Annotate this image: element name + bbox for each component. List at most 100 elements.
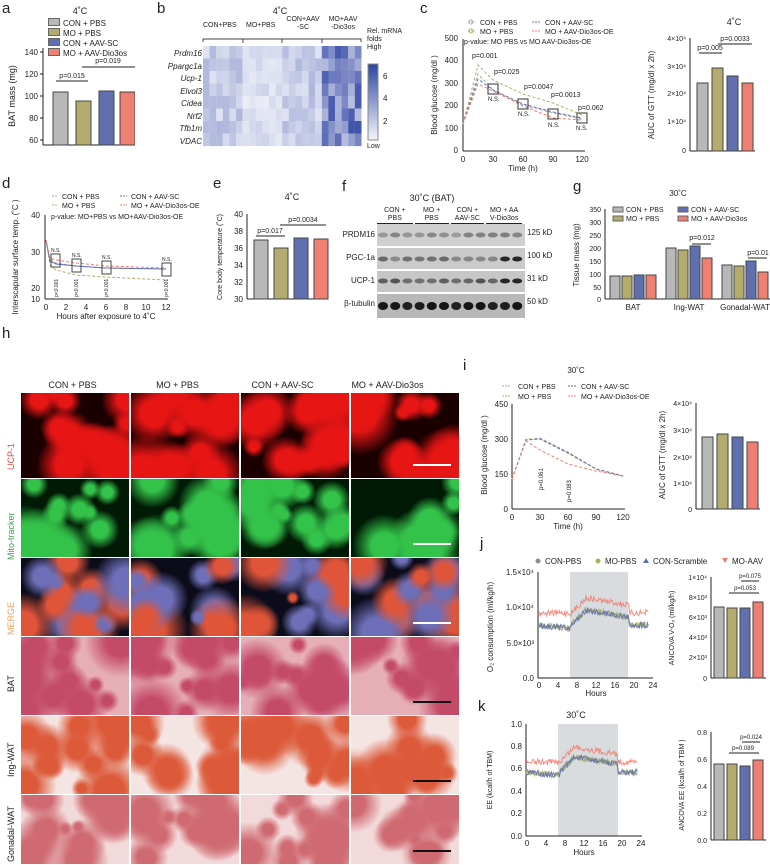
legend-swatch [48, 28, 60, 36]
svg-text:2: 2 [64, 303, 69, 312]
svg-text:24: 24 [649, 681, 658, 690]
scale-bar [413, 543, 451, 545]
svg-text:p=0.024: p=0.024 [740, 735, 763, 741]
svg-text:Hours: Hours [573, 848, 594, 857]
svg-text:0: 0 [682, 148, 686, 155]
svg-text:2×10³: 2×10³ [689, 655, 708, 662]
svg-text:N.S.: N.S. [162, 257, 172, 263]
col-line: CON + [384, 207, 406, 214]
svg-text:20: 20 [31, 284, 40, 293]
scale-bar [413, 701, 451, 703]
western-kd-labels: 125 kD 100 kD 31 kD 50 kD [527, 229, 552, 321]
svg-text:300: 300 [589, 220, 601, 227]
col-line: AAV-SC [454, 215, 480, 222]
svg-text:60: 60 [564, 513, 573, 522]
svg-text:90: 90 [592, 513, 601, 522]
svg-text:0.6: 0.6 [511, 764, 523, 773]
histology-image-bat-he [240, 636, 350, 716]
svg-text:CON + PBS: CON + PBS [626, 207, 664, 214]
svg-text:N.S.: N.S. [548, 123, 560, 129]
svg-text:12: 12 [162, 303, 171, 312]
svg-text:p=0.015: p=0.015 [59, 73, 85, 80]
histology-image-bat-he [350, 636, 460, 716]
svg-text:Blood glucose (mg/dl ): Blood glucose (mg/dl ) [430, 55, 439, 135]
svg-text:4˚C: 4˚C [285, 192, 300, 202]
panel-label-b: b [157, 0, 166, 17]
histology-row-label: BAT [6, 675, 16, 692]
svg-text:36: 36 [234, 244, 243, 253]
svg-text:1.0: 1.0 [511, 720, 523, 729]
histology-image-merge [20, 557, 130, 637]
svg-text:0: 0 [510, 513, 515, 522]
svg-text:0.4: 0.4 [697, 784, 707, 791]
svg-text:CON + PBS: CON + PBS [62, 194, 100, 201]
svg-text:30˚C: 30˚C [566, 710, 586, 720]
svg-text:12: 12 [592, 681, 601, 690]
kd-label: 125 kD [527, 228, 553, 237]
svg-text:6×10³: 6×10³ [689, 615, 708, 622]
panel-b-title: 4˚C [272, 6, 288, 16]
svg-text:MO-PBS: MO-PBS [605, 557, 637, 566]
svg-text:1.5×10⁴: 1.5×10⁴ [506, 568, 535, 577]
gene-label: VDAC [179, 136, 202, 146]
panel-label-g: g [573, 178, 582, 195]
svg-text:450: 450 [495, 400, 509, 409]
svg-text:4×10⁴: 4×10⁴ [667, 36, 686, 43]
svg-text:20: 20 [630, 681, 639, 690]
western-col: CON + AAV-SC [450, 207, 485, 224]
col-line: MO + [422, 207, 441, 214]
histology-image-gonadal-wat-he [130, 794, 240, 865]
heatmap-col-label: CON+AAV -SC [283, 16, 323, 32]
gene-label: Cidea [181, 99, 202, 108]
col-line: MO + AA [490, 207, 519, 214]
svg-text:200: 200 [445, 101, 459, 110]
svg-text:8: 8 [563, 839, 568, 848]
svg-text:6: 6 [104, 303, 109, 312]
svg-text:8×10³: 8×10³ [689, 595, 708, 602]
svg-text:O₂ consumption (ml/kg/h): O₂ consumption (ml/kg/h) [486, 582, 495, 673]
svg-text:p=0.019: p=0.019 [95, 58, 121, 65]
svg-text:6: 6 [383, 72, 388, 81]
svg-text:MO-AAV: MO-AAV [732, 557, 764, 566]
svg-text:2×10⁴: 2×10⁴ [673, 455, 692, 462]
svg-text:N.S.: N.S. [488, 97, 500, 103]
svg-text:34: 34 [234, 261, 243, 270]
legend-item: MO + PBS [63, 29, 102, 38]
histology-row-label: Mito-tracker [6, 512, 16, 560]
svg-text:p<0.001: p<0.001 [74, 279, 80, 297]
svg-text:0: 0 [703, 676, 707, 683]
panel-label-k: k [478, 698, 486, 715]
scale-high: High [367, 44, 382, 51]
histology-image-ucp1 [20, 392, 130, 479]
panel-label-d: d [2, 175, 11, 192]
scale-low: Low [367, 143, 380, 150]
svg-text:MO + PBS: MO + PBS [626, 216, 660, 223]
svg-text:30: 30 [234, 295, 243, 304]
histology-row-label: Gonadal-WAT [6, 805, 16, 862]
svg-text:0: 0 [504, 505, 509, 514]
svg-text:0.6: 0.6 [697, 757, 707, 764]
col-line: -SC [296, 24, 310, 31]
legend-item: MO + AAV-Dio3os [63, 49, 128, 58]
svg-text:p=0.01: p=0.01 [747, 250, 769, 257]
histology-image-merge [350, 557, 460, 637]
svg-text:120: 120 [575, 155, 589, 164]
svg-text:CON-PBS: CON-PBS [545, 557, 581, 566]
svg-text:0: 0 [461, 155, 466, 164]
heatmap-col-label: MO+AAV -Dio3os [323, 16, 363, 32]
svg-text:N.S.: N.S. [51, 248, 61, 254]
scale-bar [413, 850, 451, 852]
svg-text:Blood glucose (mg/dl ): Blood glucose (mg/dl ) [480, 415, 489, 495]
svg-text:p=0.061: p=0.061 [539, 467, 545, 490]
svg-text:0.8: 0.8 [697, 730, 707, 737]
svg-text:4: 4 [544, 839, 549, 848]
svg-text:60: 60 [519, 155, 528, 164]
gene-label: Nrf2 [186, 111, 202, 121]
svg-text:1.0×10⁴: 1.0×10⁴ [506, 603, 535, 612]
svg-text:40: 40 [234, 210, 243, 219]
svg-text:ANCOVA V-O₂ (ml/kg/h): ANCOVA V-O₂ (ml/kg/h) [669, 591, 676, 666]
panel-a-chart: 140 120 100 80 60 BAT mass (mg) p=0.015 … [7, 48, 135, 146]
svg-text:2: 2 [383, 117, 388, 126]
histology-image-mito-tracker [240, 478, 350, 558]
svg-text:1×10⁴: 1×10⁴ [688, 575, 707, 582]
